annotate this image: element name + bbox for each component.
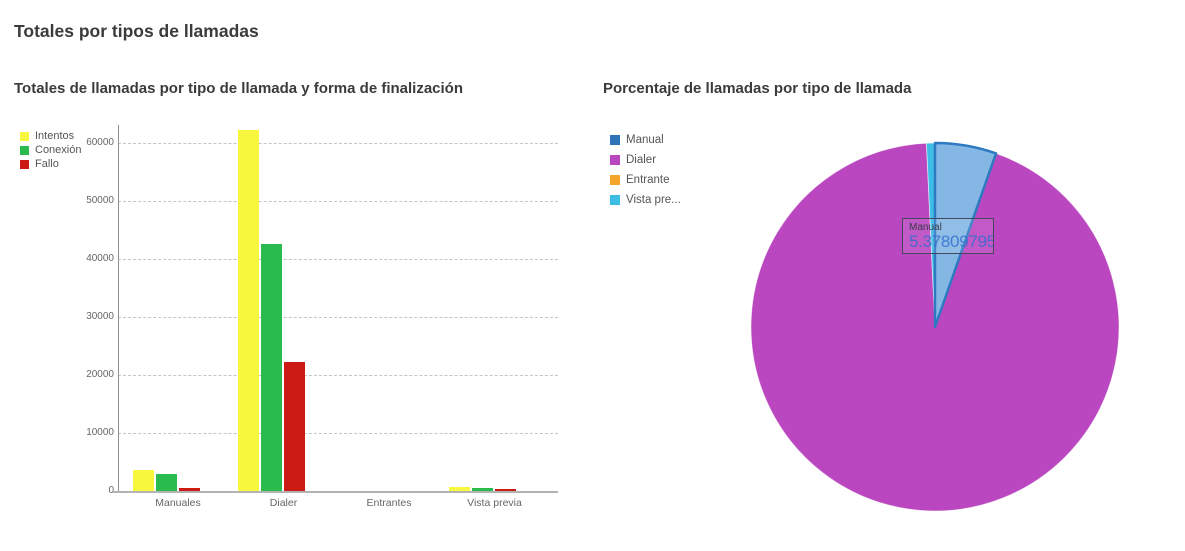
- bar-dialer-intentos[interactable]: [238, 130, 259, 491]
- bar-manuales-conexi-n[interactable]: [155, 474, 177, 491]
- bar-chart-title: Totales de llamadas por tipo de llamada …: [14, 80, 464, 97]
- pie-legend-item-entrante[interactable]: Entrante: [610, 170, 681, 190]
- bar-vista-previa-intentos[interactable]: [449, 486, 470, 491]
- bar-gridline: [118, 375, 558, 376]
- bar-y-tick-label: 50000: [86, 195, 114, 206]
- bar-legend-label: Fallo: [35, 158, 59, 170]
- bar-y-tick-label: 0: [108, 485, 114, 496]
- bar-chart-legend: Intentos Conexión Fallo: [20, 129, 81, 171]
- pie-legend-swatch: [610, 195, 620, 205]
- bar-dialer-fallo[interactable]: [284, 362, 305, 491]
- pie-tooltip-label: Manual: [909, 222, 942, 233]
- bar-x-category-label: Dialer: [269, 497, 298, 509]
- bar-x-category-label: Vista previa: [467, 497, 522, 509]
- pie-chart-legend: Manual Dialer Entrante Vista pre...: [610, 130, 681, 210]
- bar-gridline: [118, 143, 558, 144]
- bar-legend-item-conexi-n[interactable]: Conexión: [20, 143, 81, 157]
- bar-gridline: [118, 201, 558, 202]
- bar-x-category-label: Manuales: [155, 497, 201, 509]
- pie-legend-swatch: [610, 155, 620, 165]
- pie-tooltip: Manual 5.378097957: [902, 218, 994, 254]
- bar-gridline: [118, 259, 558, 260]
- pie-legend-label: Entrante: [626, 174, 670, 186]
- bar-legend-item-fallo[interactable]: Fallo: [20, 157, 81, 171]
- bar-vista-previa-fallo[interactable]: [495, 489, 516, 491]
- bar-y-tick-label: 20000: [86, 369, 114, 380]
- bar-dialer-conexi-n[interactable]: [261, 243, 282, 491]
- pie-legend-label: Dialer: [626, 154, 657, 166]
- pie-legend-item-dialer[interactable]: Dialer: [610, 150, 681, 170]
- bar-legend-label: Intentos: [35, 130, 75, 142]
- bar-vista-previa-conexi-n[interactable]: [472, 487, 493, 491]
- bar-legend-swatch: [20, 131, 29, 141]
- bar-legend-label: Conexión: [35, 144, 82, 156]
- bar-y-axis: [118, 125, 119, 493]
- bar-legend-item-intentos[interactable]: Intentos: [20, 129, 81, 143]
- bar-gridline: [118, 433, 558, 434]
- bar-y-tick-label: 30000: [86, 311, 114, 322]
- bar-x-category-label: Entrantes: [366, 497, 412, 509]
- pie-legend-item-vista-pre-[interactable]: Vista pre...: [610, 190, 681, 210]
- bar-manuales-intentos[interactable]: [132, 470, 154, 491]
- pie-chart-title: Porcentaje de llamadas por tipo de llama…: [603, 80, 912, 97]
- bar-chart-plot[interactable]: 0 10000 20000 30000 40000 50000 60000 Manuales D…: [60, 110, 590, 530]
- bar-legend-swatch: [20, 159, 29, 169]
- bar-y-tick-label: 10000: [86, 427, 114, 438]
- page-title: Totales por tipos de llamadas: [14, 21, 259, 41]
- pie-chart[interactable]: [700, 100, 1170, 540]
- pie-legend-label: Vista pre...: [626, 194, 681, 206]
- pie-tooltip-value: 5.378097957: [909, 232, 993, 251]
- pie-legend-label: Manual: [626, 134, 664, 146]
- bar-x-axis: [113, 491, 558, 493]
- pie-legend-swatch: [610, 175, 620, 185]
- bar-y-tick-label: 40000: [86, 253, 114, 264]
- bar-gridline: [118, 317, 558, 318]
- bar-y-tick-label: 60000: [86, 137, 114, 148]
- pie-slice-manual[interactable]: [933, 141, 998, 329]
- pie-legend-item-manual[interactable]: Manual: [610, 130, 681, 150]
- bar-legend-swatch: [20, 145, 29, 155]
- bar-manuales-fallo[interactable]: [178, 487, 200, 491]
- pie-legend-swatch: [610, 135, 620, 145]
